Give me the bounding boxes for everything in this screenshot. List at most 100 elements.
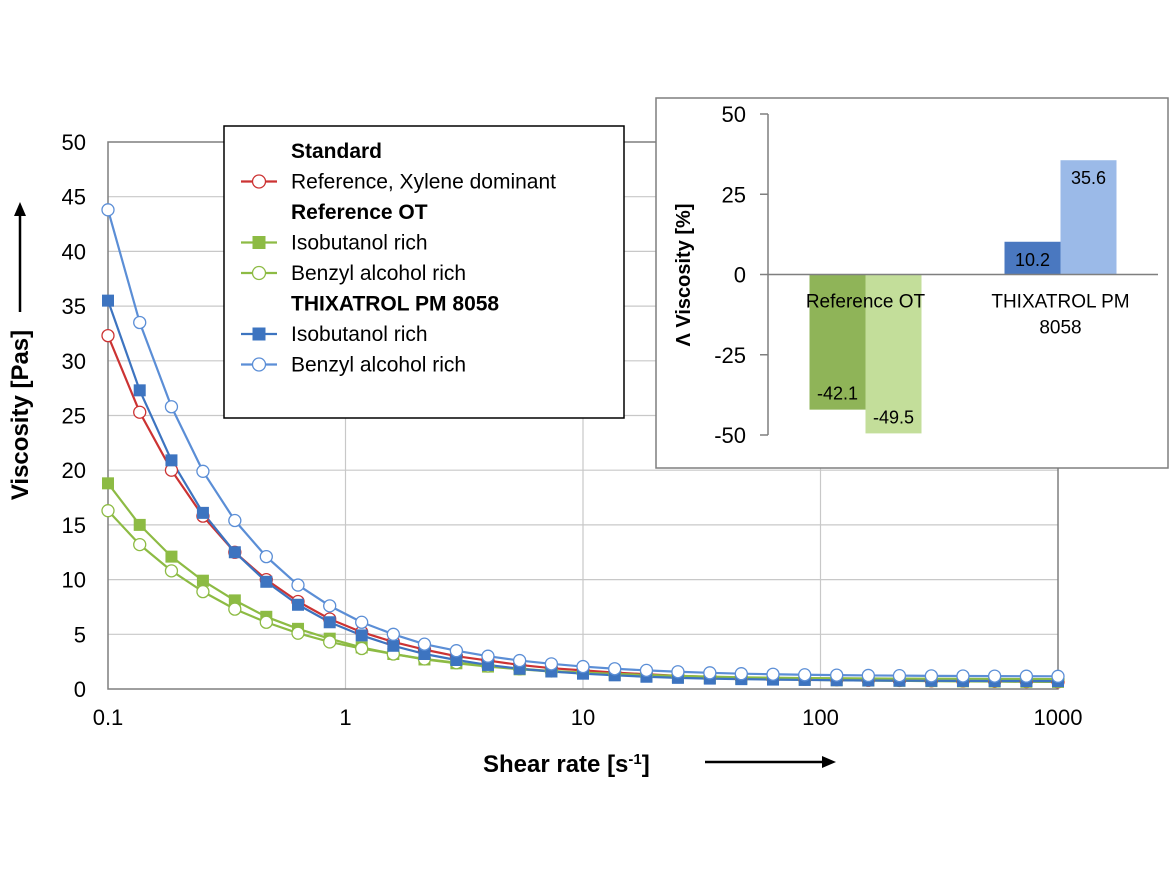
- series-4-point: [1019, 669, 1034, 683]
- series-3-point: [418, 647, 431, 660]
- series-3-point: [355, 629, 368, 642]
- series-4-point: [924, 669, 939, 683]
- inset-category-label: Reference OT: [806, 292, 926, 313]
- main-x-tick-labels: 0.1 1 10 100 1000: [93, 705, 1083, 730]
- series-2-point: [228, 602, 242, 616]
- series-4-point: [798, 668, 812, 682]
- x-axis-title-end: ]: [642, 751, 650, 778]
- series-3-point: [228, 546, 241, 559]
- x-axis-title: Shear rate [s-1]: [483, 751, 836, 779]
- series-3-point: [133, 384, 146, 397]
- series-4-point: [386, 627, 400, 641]
- series-0-point: [133, 405, 147, 419]
- legend-header: Standard: [291, 140, 382, 163]
- series-2-point: [101, 504, 115, 518]
- series-3-point: [165, 454, 178, 467]
- series-4-point: [417, 637, 432, 651]
- series-3-point: [260, 575, 273, 588]
- inset-bar: [809, 274, 866, 410]
- series-4-point: [734, 667, 748, 681]
- legend-box: [223, 125, 625, 419]
- series-3-point: [450, 654, 463, 667]
- legend-swatch-marker: [251, 357, 267, 372]
- series-2-point: [355, 641, 369, 656]
- legend-header-text: THIXATROL PM 8058: [291, 293, 499, 316]
- x-tick-label: 100: [802, 705, 839, 730]
- inset-bar-label: -49.5: [873, 407, 914, 427]
- series-4-point: [766, 667, 780, 681]
- y-tick-label: 30: [62, 349, 86, 374]
- y-tick-label: 35: [62, 294, 86, 319]
- legend-header: THIXATROL PM 8058: [291, 293, 499, 316]
- legend-item-text: Isobutanol rich: [291, 232, 428, 255]
- y-tick-label: 10: [62, 568, 86, 593]
- y-axis-title-text: Viscosity [Pas]: [7, 330, 34, 500]
- inset-y-axis-title: Λ Viscosity [%]: [673, 203, 695, 346]
- y-tick-label: 40: [62, 239, 86, 264]
- series-0-point: [101, 328, 115, 343]
- legend-header: Reference OT: [291, 201, 428, 224]
- x-axis-arrow: [705, 756, 836, 768]
- x-tick-label: 1: [339, 705, 351, 730]
- inset-category-label: 8058: [1039, 318, 1081, 339]
- series-2-point: [133, 537, 147, 552]
- legend-header-text: Reference OT: [291, 201, 428, 224]
- x-tick-label: 10: [571, 705, 595, 730]
- series-4-point: [544, 657, 559, 671]
- series-4-point: [608, 662, 622, 676]
- inset-category-label: THIXATROL PM: [991, 292, 1129, 313]
- inset-bar-label: 35.6: [1071, 168, 1106, 188]
- series-4-point: [512, 653, 527, 668]
- main-y-tick-labels: 0 5 10 15 20 25 30 35 40 45 50: [62, 130, 86, 702]
- series-4-point: [1051, 669, 1065, 683]
- legend-item-text: Reference, Xylene dominant: [291, 171, 556, 194]
- legend-item: Isobutanol rich: [241, 232, 428, 255]
- inset-y-tick-label: 50: [722, 102, 746, 127]
- series-4-point: [861, 668, 875, 683]
- inset-bar: [865, 274, 922, 434]
- x-axis-title-sup: -1: [628, 751, 641, 768]
- series-2-point: [259, 615, 273, 629]
- x-axis-title-main: Shear rate [s: [483, 751, 628, 778]
- series-4-point: [449, 644, 464, 658]
- series-4-point: [703, 666, 717, 680]
- y-tick-label: 50: [62, 130, 86, 155]
- inset-y-tick-label: -25: [714, 343, 746, 368]
- inset-bar-label: -42.1: [817, 384, 858, 404]
- series-2-point: [323, 635, 337, 649]
- x-axis-title-text: Shear rate [s-1]: [483, 751, 650, 779]
- y-tick-label: 15: [62, 513, 86, 538]
- series-1-point: [133, 518, 146, 531]
- series-1-point: [165, 550, 178, 563]
- series-2-point: [291, 626, 305, 640]
- y-tick-label: 45: [62, 185, 86, 210]
- inset-y-tick-label: 25: [722, 182, 746, 207]
- series-4-point: [259, 549, 273, 564]
- series-4-point: [987, 669, 1002, 683]
- series-3-point: [102, 294, 114, 307]
- inset-y-tick-label: 0: [734, 263, 746, 288]
- inset-plot: -50 -25 0 25 50 -42.1 -49.5 10.2 35.6 Reference O…: [714, 102, 1158, 448]
- legend-header-text: Standard: [291, 140, 382, 163]
- series-3-point: [196, 506, 209, 519]
- series-4-point: [323, 599, 337, 613]
- series-4-markers: [101, 203, 1065, 683]
- main-series-markers: [101, 203, 1065, 689]
- inset-bar: [1060, 160, 1117, 275]
- x-tick-label: 1000: [1034, 705, 1083, 730]
- inset-bar: [1004, 241, 1061, 275]
- series-4-point: [133, 315, 147, 330]
- legend-swatch-marker: [251, 174, 267, 189]
- series-2-point: [196, 584, 210, 599]
- series-4-point: [892, 669, 907, 683]
- series-4-point: [576, 659, 590, 674]
- legend-swatch-marker: [252, 327, 266, 341]
- legend: Standard Reference, Xylene dominant Refere…: [223, 125, 625, 419]
- legend-item: Isobutanol rich: [241, 323, 428, 346]
- y-axis-arrow: [14, 202, 26, 312]
- legend-item-text: Benzyl alcohol rich: [291, 262, 466, 285]
- y-tick-label: 25: [62, 404, 86, 429]
- inset-bar-label: 10.2: [1015, 250, 1050, 270]
- y-axis-title: Viscosity [Pas]: [7, 202, 34, 500]
